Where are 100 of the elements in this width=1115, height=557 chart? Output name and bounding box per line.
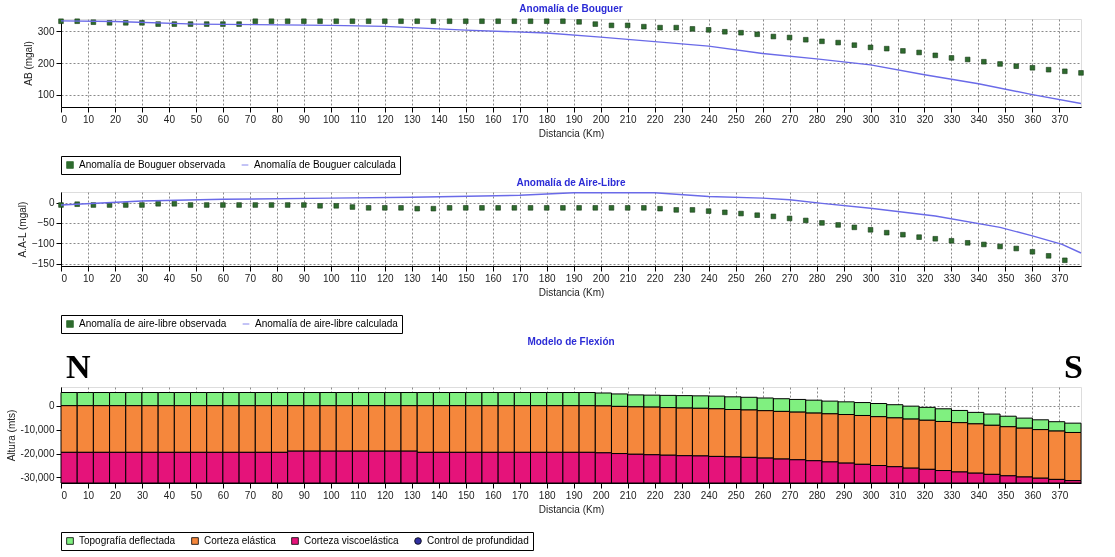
x-tick-label: 150 bbox=[457, 113, 476, 125]
x-tick-label: 140 bbox=[430, 489, 449, 501]
x-tick-label: 350 bbox=[997, 272, 1015, 284]
x-tick-label: 0 bbox=[61, 489, 68, 501]
x-tick-label: 350 bbox=[997, 489, 1015, 501]
x-tick-label: 340 bbox=[970, 489, 988, 501]
x-tick-label: 270 bbox=[781, 113, 799, 125]
x-tick-label: 10 bbox=[82, 489, 95, 501]
x-tick-label: 270 bbox=[781, 489, 799, 501]
x-tick-label: 340 bbox=[970, 272, 988, 284]
chart-title: Anomalía de Aire-Libre bbox=[516, 177, 626, 188]
y-tick-label: −150 bbox=[31, 258, 55, 270]
chart-title: Modelo de Flexión bbox=[527, 336, 615, 347]
y-tick-label: -30,000 bbox=[20, 471, 55, 483]
x-tick-label: 90 bbox=[298, 113, 311, 125]
x-tick-label: 120 bbox=[376, 489, 395, 501]
x-tick-label: 350 bbox=[997, 113, 1015, 125]
x-tick-label: 240 bbox=[700, 272, 718, 284]
x-axis-title: Distancia (Km) bbox=[538, 127, 605, 139]
x-tick-label: 330 bbox=[943, 113, 961, 125]
x-tick-label: 180 bbox=[538, 113, 556, 125]
x-tick-label: 110 bbox=[350, 113, 367, 125]
x-tick-label: 70 bbox=[244, 272, 257, 284]
x-tick-label: 230 bbox=[673, 489, 691, 501]
x-tick-label: 190 bbox=[565, 113, 583, 125]
y-tick-label: 100 bbox=[37, 89, 55, 101]
text: S bbox=[1064, 348, 1083, 385]
x-tick-label: 200 bbox=[592, 489, 610, 501]
x-tick-label: 80 bbox=[271, 113, 284, 125]
x-tick-label: 280 bbox=[808, 113, 826, 125]
legend-label: Anomalía de Bouguer observada bbox=[79, 159, 226, 170]
x-tick-label: 370 bbox=[1051, 489, 1069, 501]
y-tick-label: 200 bbox=[37, 57, 55, 69]
x-tick-label: 80 bbox=[271, 272, 284, 284]
x-tick-label: 220 bbox=[646, 113, 664, 125]
x-tick-label: 40 bbox=[163, 113, 176, 125]
x-tick-label: 260 bbox=[754, 113, 772, 125]
y-axis-title: A.A-L (mgal) bbox=[16, 201, 28, 258]
x-tick-label: 0 bbox=[61, 272, 68, 284]
y-tick-label: -10,000 bbox=[20, 424, 55, 436]
x-tick-label: 50 bbox=[190, 489, 203, 501]
legend-label: Anomalía de aire-libre observada bbox=[79, 318, 227, 329]
y-tick-label: 0 bbox=[48, 400, 55, 412]
legend-label: Anomalía de aire-libre calculada bbox=[255, 318, 399, 329]
x-tick-label: 130 bbox=[403, 272, 422, 284]
y-tick-label: -20,000 bbox=[20, 448, 55, 460]
x-tick-label: 270 bbox=[781, 272, 799, 284]
x-tick-label: 310 bbox=[889, 113, 907, 125]
x-tick-label: 250 bbox=[727, 113, 745, 125]
x-tick-label: 20 bbox=[109, 272, 122, 284]
y-axis-title: Altura (mts) bbox=[5, 409, 17, 462]
x-tick-label: 220 bbox=[646, 272, 664, 284]
x-tick-label: 30 bbox=[136, 272, 149, 284]
x-tick-label: 340 bbox=[970, 113, 988, 125]
x-tick-label: 180 bbox=[538, 272, 556, 284]
legend-label: Anomalía de Bouguer calculada bbox=[254, 159, 397, 170]
x-tick-label: 360 bbox=[1024, 113, 1042, 125]
legend-label: Control de profundidad bbox=[427, 535, 529, 546]
x-tick-label: 310 bbox=[889, 489, 907, 501]
legend-label: Corteza elástica bbox=[204, 535, 277, 546]
x-tick-label: 100 bbox=[323, 113, 341, 125]
x-tick-label: 290 bbox=[835, 113, 853, 125]
x-tick-label: 110 bbox=[350, 489, 367, 501]
x-tick-label: 120 bbox=[376, 272, 395, 284]
x-tick-label: 360 bbox=[1024, 272, 1042, 284]
y-tick-label: −100 bbox=[31, 237, 55, 249]
x-tick-label: 300 bbox=[862, 113, 880, 125]
x-tick-label: 110 bbox=[350, 272, 367, 284]
x-tick-label: 90 bbox=[298, 489, 311, 501]
x-tick-label: 90 bbox=[298, 272, 311, 284]
x-tick-label: 180 bbox=[538, 489, 556, 501]
x-tick-label: 360 bbox=[1024, 489, 1042, 501]
x-tick-label: 200 bbox=[592, 272, 610, 284]
x-tick-label: 0 bbox=[61, 113, 68, 125]
x-tick-label: 20 bbox=[109, 489, 122, 501]
x-axis-title: Distancia (Km) bbox=[538, 503, 605, 515]
x-tick-label: 220 bbox=[646, 489, 664, 501]
x-tick-label: 250 bbox=[727, 272, 745, 284]
x-tick-label: 300 bbox=[862, 272, 880, 284]
x-tick-label: 320 bbox=[916, 113, 934, 125]
x-tick-label: 160 bbox=[484, 272, 503, 284]
chart-title: Anomalía de Bouguer bbox=[519, 2, 623, 14]
x-tick-label: 330 bbox=[943, 272, 961, 284]
text: N bbox=[66, 348, 91, 385]
x-tick-label: 210 bbox=[619, 113, 637, 125]
x-tick-label: 60 bbox=[217, 489, 230, 501]
x-tick-label: 370 bbox=[1051, 113, 1069, 125]
x-tick-label: 70 bbox=[244, 113, 257, 125]
y-axis-title: AB (mgal) bbox=[22, 41, 34, 86]
x-tick-label: 190 bbox=[565, 489, 583, 501]
x-tick-label: 160 bbox=[484, 489, 503, 501]
x-tick-label: 170 bbox=[511, 113, 530, 125]
x-tick-label: 150 bbox=[457, 272, 476, 284]
x-tick-label: 60 bbox=[217, 113, 230, 125]
x-tick-label: 100 bbox=[323, 272, 341, 284]
x-tick-label: 210 bbox=[619, 272, 637, 284]
x-tick-label: 320 bbox=[916, 272, 934, 284]
x-tick-label: 170 bbox=[511, 489, 530, 501]
x-tick-label: 280 bbox=[808, 489, 826, 501]
legend-label: Corteza viscoelástica bbox=[304, 535, 399, 546]
